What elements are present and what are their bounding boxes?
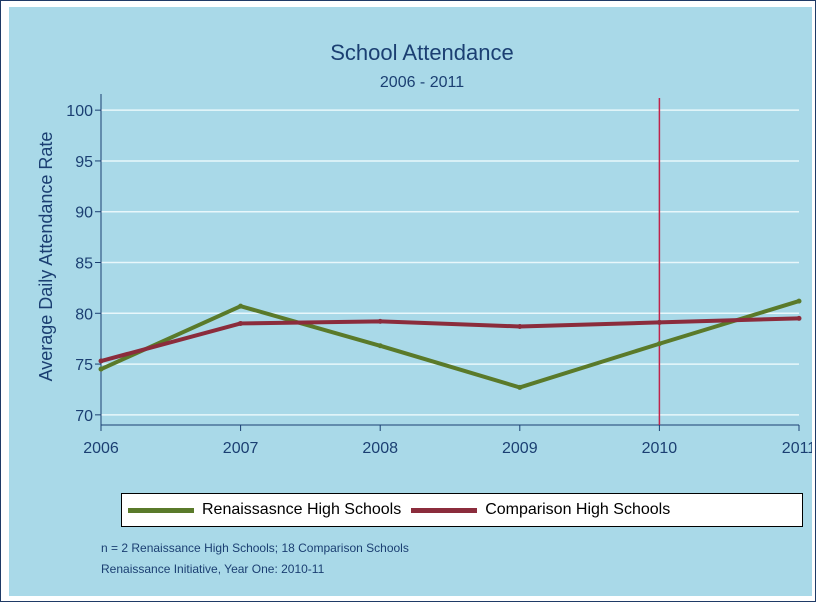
data-point-s0-2010 [656,341,662,347]
series-line-0 [100,299,800,390]
y-axis-title: Average Daily Attendance Rate [36,132,56,382]
note-source: Renaissance Initiative, Year One: 2010-1… [101,562,325,576]
y-tick-label-75: 75 [75,357,93,374]
legend-swatch-renaissance [128,507,194,513]
x-tick-label-2008: 2008 [362,440,398,457]
chart-title: School Attendance [330,40,513,65]
legend-label-comparison: Comparison High Schools [485,501,671,518]
x-tick-label-2006: 2006 [83,440,119,457]
y-tick-label-95: 95 [75,154,93,171]
data-point-s0-2007 [238,303,244,309]
data-point-s1-2011 [796,315,802,321]
chart-subtitle: 2006 - 2011 [380,74,464,91]
y-tick-label-80: 80 [75,306,93,323]
legend-swatch-comparison [411,507,478,513]
series-line-1 [100,316,800,363]
y-tick-label-70: 70 [75,408,93,425]
data-point-s1-2006 [98,358,104,364]
y-tick-label-100: 100 [66,103,93,120]
data-point-s0-2009 [517,384,523,390]
data-point-s1-2008 [377,318,383,324]
x-tick-label-2009: 2009 [502,440,538,457]
x-tick-label-2010: 2010 [642,440,678,457]
data-point-s0-2008 [377,343,383,349]
legend-item-comparison: Comparison High Schools [405,501,670,519]
note-sample-size: n = 2 Renaissance High Schools; 18 Compa… [101,541,409,555]
legend: Renaissasnce High Schools Comparison Hig… [121,493,803,527]
x-tick-label-2011: 2011 [782,440,812,457]
x-tick-label-2007: 2007 [223,440,259,457]
data-point-s0-2006 [98,366,104,372]
data-point-s1-2007 [238,320,244,326]
data-point-s0-2011 [796,298,802,304]
legend-label-renaissance: Renaissasnce High Schools [202,501,402,518]
chart-svg: School Attendance 2006 - 2011 70 75 80 85 90… [36,40,812,457]
y-tick-label-85: 85 [75,256,93,273]
y-tick-label-90: 90 [75,205,93,222]
data-point-s1-2009 [517,323,523,329]
plot-layer: 70 75 80 85 90 95 100 2006 2007 2008 2009 2010 2011 A… [36,94,812,457]
data-point-s1-2010 [656,319,662,325]
chart-area: School Attendance 2006 - 2011 70 75 80 85 90… [9,7,812,596]
legend-item-renaissance: Renaissasnce High Schools [122,501,401,519]
